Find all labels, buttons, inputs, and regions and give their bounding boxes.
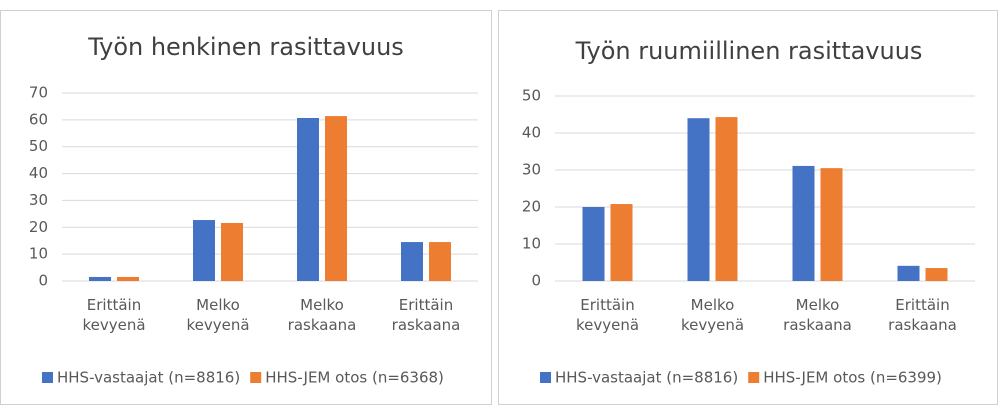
legend-swatch — [748, 372, 760, 383]
y-tick-label: 30 — [522, 161, 541, 179]
x-tick-label: Erittäin kevyenä — [82, 296, 145, 334]
legend-label: HHS-JEM otos (n=6399) — [763, 369, 942, 387]
y-tick-label: 20 — [522, 198, 541, 216]
bar — [401, 242, 423, 281]
y-tick-label: 10 — [522, 235, 541, 253]
bar — [715, 117, 738, 281]
y-tick-label: 40 — [29, 164, 48, 182]
legend-swatch — [42, 372, 53, 383]
bar — [221, 222, 243, 281]
legend-label: HHS-vastaajat (n=8816) — [555, 369, 738, 387]
chart-title: Työn henkinen rasittavuus — [87, 33, 404, 61]
chart-frame — [0, 10, 492, 405]
y-tick-label: 20 — [29, 218, 48, 236]
bar — [582, 207, 605, 281]
bar — [897, 265, 920, 281]
x-tick-label: Melko kevyenä — [186, 296, 249, 334]
legend-label: HHS-vastaajat (n=8816) — [57, 369, 240, 387]
y-tick-label: 50 — [522, 87, 541, 105]
chart-frame — [498, 10, 998, 405]
y-tick-label: 40 — [522, 124, 541, 142]
legend-swatch — [540, 372, 551, 383]
bar — [687, 118, 710, 281]
y-tick-label: 10 — [29, 245, 48, 263]
bar — [925, 268, 948, 281]
y-tick-label: 30 — [29, 191, 48, 209]
x-tick-label: Melko raskaana — [783, 296, 852, 334]
y-tick-label: 70 — [29, 84, 48, 102]
x-tick-label: Melko raskaana — [288, 296, 357, 334]
legend-label: HHS-JEM otos (n=6368) — [265, 369, 444, 387]
legend-swatch — [250, 372, 262, 383]
bar — [193, 220, 215, 281]
x-tick-label: Erittäin kevyenä — [576, 296, 639, 334]
bar — [429, 242, 451, 281]
y-tick-label: 0 — [38, 272, 48, 290]
bar — [117, 276, 139, 281]
chart-title: Työn ruumiillinen rasittavuus — [575, 37, 923, 65]
bar — [89, 276, 111, 281]
y-tick-label: 50 — [29, 137, 48, 155]
x-tick-label: Erittäin raskaana — [888, 296, 957, 334]
bar — [297, 117, 319, 281]
x-tick-label: Melko kevyenä — [681, 296, 744, 334]
x-tick-label: Erittäin raskaana — [392, 296, 461, 334]
bar — [610, 204, 633, 281]
y-tick-label: 60 — [29, 110, 48, 128]
y-tick-label: 0 — [531, 272, 541, 290]
bar — [325, 116, 347, 282]
bar — [820, 168, 843, 281]
bar — [792, 165, 815, 281]
